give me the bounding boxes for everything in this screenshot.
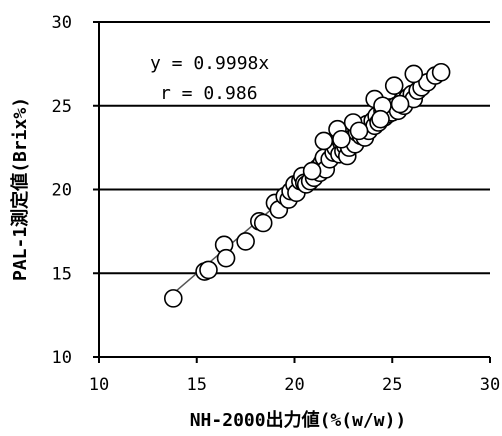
- data-point-75: [390, 94, 410, 114]
- x-axis-title: NH-2000出力値(%(w/w)): [190, 409, 407, 431]
- x-tick-label-25: 25: [382, 375, 402, 395]
- y-tick-label-15: 15: [52, 264, 72, 284]
- data-point-7: [253, 213, 273, 233]
- y-tick-label-30: 30: [52, 13, 72, 33]
- y-tick-labels: 10 15 20 25 30: [52, 13, 99, 368]
- x-tick-label-20: 20: [284, 375, 304, 395]
- x-tick-label-30: 30: [480, 375, 500, 395]
- y-tick-label-10: 10: [52, 348, 72, 368]
- data-point-70: [384, 76, 404, 95]
- data-point-71: [404, 64, 424, 84]
- y-tick-label-20: 20: [52, 181, 72, 201]
- data-point-73: [349, 121, 369, 141]
- data-point-0: [163, 289, 183, 308]
- data-point-64: [314, 131, 334, 151]
- grid-lines: [99, 21, 490, 275]
- x-tick-label-10: 10: [89, 375, 109, 395]
- data-point-4: [216, 248, 236, 268]
- equation-annotation: y = 0.9998x: [150, 53, 269, 74]
- data-point-74: [371, 109, 390, 129]
- x-tick-label-15: 15: [187, 375, 207, 395]
- y-axis-title: PAL-1測定値(Brix%): [9, 97, 31, 281]
- data-points: [163, 62, 451, 308]
- data-point-72: [302, 161, 322, 181]
- y-tick-label-25: 25: [52, 97, 72, 117]
- data-point-5: [236, 232, 255, 251]
- data-point-63: [431, 62, 451, 82]
- correlation-annotation: r = 0.986: [160, 83, 258, 104]
- data-point-66: [332, 129, 351, 149]
- data-point-2: [199, 260, 218, 280]
- x-tick-labels: 10 15 20 25 30: [89, 357, 500, 395]
